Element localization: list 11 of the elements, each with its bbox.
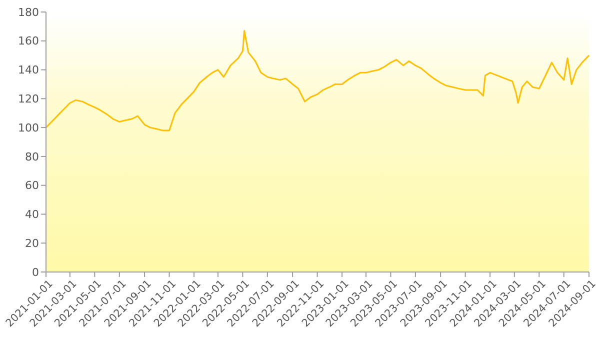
y-tick-label: 20 (25, 236, 39, 250)
y-tick-label: 80 (25, 150, 39, 164)
line-series (45, 30, 590, 132)
y-tick-label: 60 (25, 179, 39, 192)
y-tick-label: 160 (18, 34, 39, 48)
y-tick-label: 0 (32, 266, 39, 279)
y-tick-label: 100 (18, 121, 39, 134)
y-tick-label: 120 (18, 92, 39, 106)
y-tick-label: 40 (25, 208, 39, 222)
y-tick-label: 140 (18, 64, 39, 77)
y-tick-label: 180 (18, 6, 39, 19)
